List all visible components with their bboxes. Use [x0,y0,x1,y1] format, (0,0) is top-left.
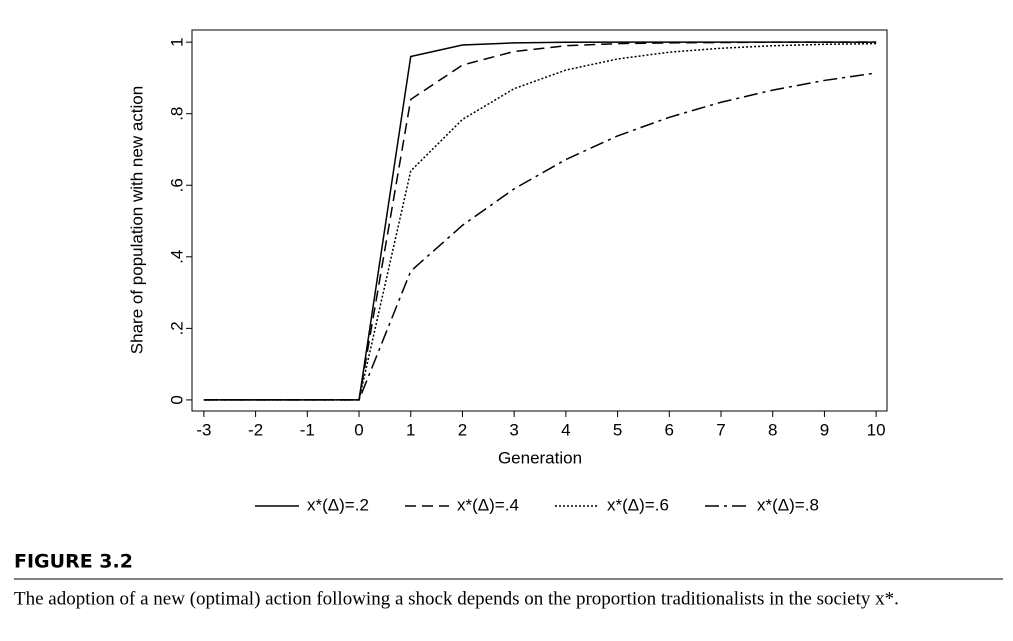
figure-label: FIGURE 3.2 [14,551,133,573]
x-tick-label: 0 [354,420,363,439]
legend-label: x*(Δ)=.2 [307,495,369,514]
x-tick-label: 3 [509,420,518,439]
series-line [203,41,877,401]
y-tick-label: 1 [167,37,186,46]
x-tick-label: 7 [716,420,725,439]
legend-label: x*(Δ)=.6 [607,495,669,514]
x-tick-label: -1 [300,420,315,439]
plot-frame [191,29,888,412]
x-tick-label: 4 [561,420,570,439]
x-tick-label: 6 [665,420,674,439]
x-tick-label: -2 [248,420,263,439]
y-tick-label: .8 [167,107,186,121]
y-tick-label: .6 [167,178,186,192]
x-tick-label: 2 [458,420,467,439]
y-tick-label: 0 [167,395,186,404]
x-tick-label: 1 [406,420,415,439]
legend-label: x*(Δ)=.8 [757,495,819,514]
y-axis-title: Share of population with new action [127,86,146,354]
legend-label: x*(Δ)=.4 [457,495,519,514]
x-axis-title: Generation [498,448,582,467]
x-tick-label: 9 [820,420,829,439]
x-tick-label: 8 [768,420,777,439]
x-tick-label: 5 [613,420,622,439]
y-tick-label: .2 [167,321,186,335]
caption: The adoption of a new (optimal) action f… [14,588,899,609]
x-tick-label: -3 [196,420,211,439]
series-line [203,42,877,401]
series-line [203,72,877,401]
series-line [203,41,877,401]
y-tick-label: .4 [167,250,186,264]
x-tick-label: 10 [867,420,886,439]
